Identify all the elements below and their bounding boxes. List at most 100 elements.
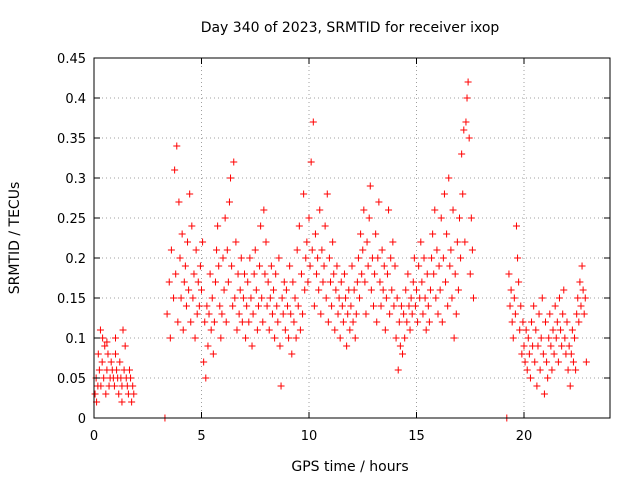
data-point: [434, 310, 442, 318]
data-point: [450, 334, 458, 342]
data-point: [294, 302, 302, 310]
data-point: [579, 286, 587, 294]
data-point: [306, 262, 314, 270]
data-point: [300, 190, 308, 198]
data-point: [426, 286, 434, 294]
data-point: [301, 286, 309, 294]
data-point: [563, 318, 571, 326]
data-point: [459, 190, 467, 198]
data-point: [391, 262, 399, 270]
data-point: [404, 270, 412, 278]
x-tick-label: 15: [408, 429, 425, 444]
data-point: [575, 318, 583, 326]
data-point: [573, 310, 581, 318]
data-point: [532, 326, 540, 334]
data-point: [186, 190, 194, 198]
data-point: [182, 302, 190, 310]
data-point: [250, 270, 258, 278]
data-point: [554, 358, 562, 366]
data-point: [543, 358, 551, 366]
data-point: [461, 238, 469, 246]
data-point: [243, 302, 251, 310]
data-point: [198, 286, 205, 294]
y-tick-label: 0.4: [65, 92, 86, 107]
data-point: [376, 278, 384, 286]
data-point: [360, 206, 368, 214]
data-point: [469, 294, 477, 302]
data-point: [511, 310, 519, 318]
data-point: [421, 294, 429, 302]
data-point: [548, 366, 556, 374]
data-point: [533, 382, 541, 390]
data-point: [463, 94, 471, 102]
data-point: [116, 358, 124, 366]
data-point: [346, 326, 354, 334]
data-point: [321, 222, 329, 230]
data-point: [431, 206, 439, 214]
data-point: [213, 246, 221, 254]
data-point: [256, 262, 264, 270]
data-point: [320, 262, 328, 270]
data-point: [285, 334, 293, 342]
data-point: [189, 294, 197, 302]
data-point: [572, 366, 580, 374]
data-point: [249, 310, 257, 318]
data-point: [273, 302, 281, 310]
data-point: [437, 214, 445, 222]
data-point: [354, 254, 362, 262]
data-point: [375, 198, 383, 206]
data-point: [385, 206, 393, 214]
data-point: [558, 342, 566, 350]
data-point: [280, 278, 288, 286]
x-axis-title: GPS time / hours: [291, 459, 408, 475]
data-point: [170, 294, 178, 302]
data-point: [259, 318, 267, 326]
data-point: [200, 358, 208, 366]
data-point: [445, 174, 453, 182]
data-point: [400, 310, 408, 318]
data-point: [520, 342, 528, 350]
data-point: [224, 278, 232, 286]
data-point: [295, 222, 303, 230]
data-point: [420, 254, 428, 262]
data-point: [521, 358, 529, 366]
data-point: [291, 294, 299, 302]
data-point: [129, 382, 137, 390]
data-point: [559, 310, 567, 318]
data-point: [332, 286, 340, 294]
data-point: [191, 334, 199, 342]
data-point: [278, 294, 286, 302]
data-point: [509, 334, 517, 342]
data-point: [546, 310, 554, 318]
data-point: [252, 286, 260, 294]
data-point: [544, 374, 552, 382]
data-point: [99, 334, 107, 342]
data-point: [190, 270, 198, 278]
data-point: [97, 382, 105, 390]
data-point: [382, 294, 390, 302]
data-point: [526, 374, 534, 382]
data-point: [308, 246, 316, 254]
data-point: [201, 318, 209, 326]
data-point: [227, 174, 235, 182]
x-tick-label: 0: [90, 429, 98, 444]
data-point: [101, 342, 109, 350]
data-point: [388, 286, 396, 294]
data-point: [184, 238, 192, 246]
data-point: [457, 254, 465, 262]
data-point: [362, 310, 370, 318]
data-point: [389, 238, 397, 246]
data-point: [235, 310, 243, 318]
data-point: [311, 230, 319, 238]
data-point: [236, 286, 244, 294]
data-point: [580, 310, 588, 318]
data-point: [203, 302, 211, 310]
data-point: [247, 294, 255, 302]
data-point: [540, 390, 548, 398]
data-point: [414, 318, 422, 326]
y-tick-label: 0.45: [57, 52, 86, 67]
data-point: [448, 294, 456, 302]
data-point: [199, 238, 207, 246]
data-point: [425, 318, 433, 326]
data-point: [525, 350, 533, 358]
